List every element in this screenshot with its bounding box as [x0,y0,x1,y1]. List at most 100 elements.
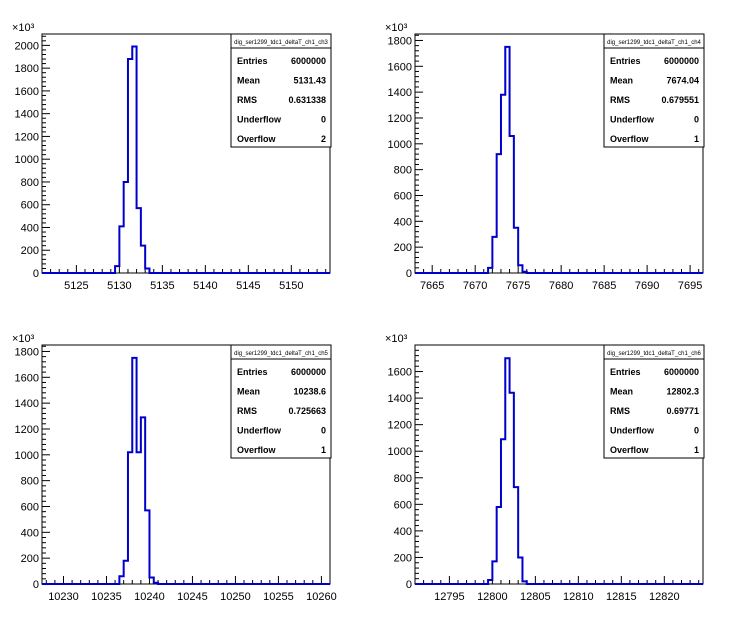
y-multiplier: ×10³ [385,333,408,345]
y-tick-label: 1000 [388,139,412,151]
x-tick-label: 5125 [64,280,88,292]
stats-box [230,344,332,459]
y-tick-label: 0 [406,579,412,591]
x-tick-label: 10260 [306,591,337,603]
x-tick-label: 7690 [635,280,659,292]
histogram-bin [137,452,141,584]
y-tick-label: 1800 [15,63,39,75]
stats-value: 10238.6 [293,387,326,397]
y-multiplier: ×10³ [385,22,408,34]
stats-label: Underflow [237,115,282,125]
stats-value: 6000000 [291,367,326,377]
y-tick-label: 1600 [388,367,412,379]
stats-label: Overflow [610,445,650,455]
x-tick-label: 12805 [520,591,551,603]
y-tick-label: 800 [21,177,39,189]
stats-label: RMS [610,95,630,105]
y-tick-label: 800 [394,165,412,177]
stats-value: 0 [694,115,699,125]
stats-value: 1 [321,445,326,455]
y-multiplier: ×10³ [12,333,35,345]
stats-label: Overflow [610,134,650,144]
histogram-panel-3: 10230 10235 10240 10245 10250 10255 10260 0 200 4… [12,333,337,603]
y-tick-label: 1000 [388,446,412,458]
y-tick-label: 400 [21,222,39,234]
y-tick-label: 1400 [388,87,412,99]
x-tick-label: 12810 [563,591,594,603]
stats-value: 6000000 [664,56,699,66]
stats-label: Overflow [237,134,277,144]
stats-label: Entries [610,367,641,377]
stats-label: RMS [237,95,257,105]
stats-value: 0.679551 [661,95,699,105]
stats-title: dig_ser1299_tdc1_deltaT_ch1_ch6 [607,351,701,357]
stats-box [230,33,332,148]
stats-label: Entries [237,56,268,66]
stats-value: 0.69771 [666,406,699,416]
y-tick-label: 400 [394,526,412,538]
y-tick-label: 800 [394,473,412,485]
stats-title: dig_ser1299_tdc1_deltaT_ch1_ch5 [234,351,328,357]
stats-label: RMS [237,406,257,416]
y-tick-label: 600 [21,200,39,212]
y-tick-label: 1200 [15,424,39,436]
x-tick-label: 10255 [263,591,294,603]
y-tick-label: 1600 [15,372,39,384]
stats-value: 0.631338 [288,95,326,105]
stats-value: 0 [321,115,326,125]
x-tick-label: 12815 [606,591,637,603]
stats-label: Mean [610,387,633,397]
y-tick-label: 1200 [15,131,39,143]
stats-value: 0 [694,426,699,436]
y-tick-label: 200 [394,552,412,564]
stats-value: 2 [321,134,326,144]
histogram-panel-1: 5125 5130 5135 5140 5145 5150 0 200 400 600 800 100… [12,22,332,292]
x-tick-label: 10235 [91,591,122,603]
y-tick-label: 1000 [15,450,39,462]
x-tick-label: 7680 [549,280,573,292]
stats-label: Underflow [610,115,655,125]
y-tick-label: 0 [33,268,39,280]
stats-value: 5131.43 [293,76,326,86]
y-tick-label: 1400 [15,109,39,121]
stats-label: Underflow [237,426,282,436]
stats-label: RMS [610,406,630,416]
x-tick-label: 5135 [150,280,174,292]
histogram-line [415,357,703,585]
y-tick-label: 0 [406,268,412,280]
x-tick-label: 5130 [107,280,131,292]
x-tick-label: 10240 [134,591,165,603]
histogram-line [415,45,703,274]
stats-box [603,344,705,459]
stats-value: 6000000 [291,56,326,66]
x-tick-label: 5150 [279,280,303,292]
y-tick-label: 1800 [15,346,39,358]
y-tick-label: 1800 [388,35,412,47]
x-tick-label: 7685 [592,280,616,292]
y-tick-label: 1600 [15,86,39,98]
y-tick-label: 1200 [388,420,412,432]
stats-title: dig_ser1299_tdc1_deltaT_ch1_ch4 [607,40,701,46]
y-tick-label: 400 [21,527,39,539]
stats-value: 1 [694,134,699,144]
x-tick-label: 7675 [506,280,530,292]
stats-label: Entries [237,367,268,377]
x-tick-label: 12800 [477,591,508,603]
y-tick-label: 200 [21,245,39,257]
y-tick-label: 400 [394,216,412,228]
stats-label: Underflow [610,426,655,436]
x-tick-label: 7665 [420,280,444,292]
histogram-panel-4: 12795 12800 12805 12810 12815 12820 0 200 400 600… [385,333,705,603]
histogram-line [42,45,330,274]
stats-box [603,33,705,148]
stats-title: dig_ser1299_tdc1_deltaT_ch1_ch3 [234,40,328,46]
stats-label: Mean [237,387,260,397]
y-tick-label: 200 [21,553,39,565]
stats-label: Mean [610,76,633,86]
x-tick-label: 10230 [48,591,79,603]
y-tick-label: 600 [394,190,412,202]
y-tick-label: 1600 [388,61,412,73]
y-tick-label: 0 [33,579,39,591]
y-multiplier: ×10³ [12,22,35,34]
x-tick-label: 10245 [177,591,208,603]
